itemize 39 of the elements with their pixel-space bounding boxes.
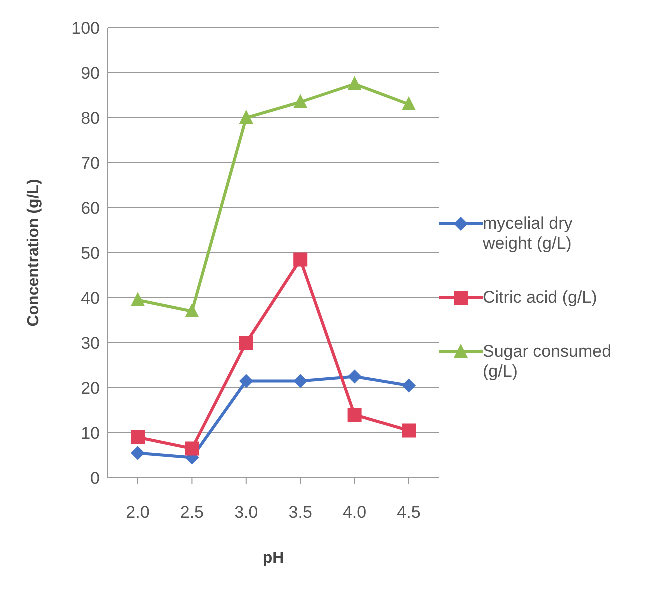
point	[239, 336, 254, 350]
x-tick-label: 2.0	[126, 503, 150, 522]
point	[348, 370, 362, 384]
x-tick-label: 3.5	[288, 503, 312, 522]
x-tick-label: 4.0	[342, 503, 367, 522]
point	[131, 446, 145, 460]
y-axis-title: Concentration (g/L)	[26, 179, 43, 327]
point	[185, 304, 200, 318]
point	[131, 430, 145, 444]
point	[131, 292, 145, 306]
y-tick-label: 60	[81, 199, 100, 218]
y-tick-label: 90	[81, 64, 100, 84]
y-tick-label: 80	[81, 109, 100, 128]
point	[185, 442, 200, 456]
point	[239, 110, 254, 124]
point	[294, 94, 308, 108]
y-tick-label: 40	[81, 289, 100, 308]
y-tick-label: 70	[81, 154, 100, 174]
x-axis-title: pH	[262, 550, 284, 567]
legend-label: Sugar consumed (g/L)	[483, 342, 613, 382]
point	[402, 378, 416, 393]
y-tick-label: 100	[72, 19, 100, 38]
point	[294, 374, 308, 388]
y-tick-label: 30	[81, 334, 100, 354]
point	[294, 252, 308, 267]
legend-label: mycelial dry weight (g/L)	[483, 214, 574, 254]
y-tick-label: 50	[81, 244, 100, 264]
point	[402, 96, 416, 110]
x-tick-label: 2.5	[180, 503, 204, 522]
y-tick-label: 10	[81, 424, 100, 444]
point	[348, 408, 362, 422]
y-tick-label: 0	[90, 469, 100, 488]
point	[402, 424, 416, 438]
point	[348, 76, 362, 90]
x-tick-label: 3.0	[234, 503, 258, 522]
y-tick-label: 20	[81, 379, 100, 398]
legend-label: Citric acid (g/L)	[483, 288, 598, 308]
point	[239, 374, 254, 388]
x-tick-label: 4.5	[397, 503, 421, 522]
